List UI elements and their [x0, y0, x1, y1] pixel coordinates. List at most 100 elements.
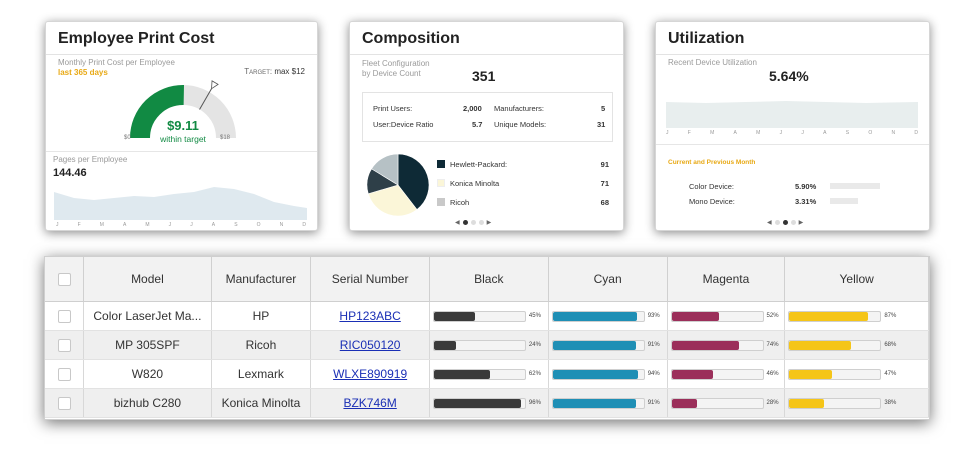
page-dot[interactable]	[462, 220, 468, 225]
pages-label: Pages per Employee	[53, 155, 128, 164]
serial-cell: WLXE890919	[310, 359, 430, 389]
manufacturer-cell: Konica Minolta	[211, 388, 312, 418]
manufacturers-label: Manufacturers:	[494, 104, 545, 113]
legend-value: 91	[600, 160, 609, 169]
cyan-level-cell: 94%	[548, 359, 668, 389]
subtitle-line: by Device Count	[362, 69, 421, 78]
serial-link[interactable]: BZK746M	[343, 395, 397, 410]
serial-link[interactable]: WLXE890919	[333, 366, 408, 381]
cyan-level-cell: 91%	[548, 330, 668, 360]
print-users-value: 2,000	[463, 104, 482, 113]
yellow-level-cell: 38%	[784, 388, 929, 418]
column-header-cyan[interactable]: Cyan	[548, 257, 668, 302]
month-tick: N	[891, 130, 896, 136]
prev-arrow-icon[interactable]: ◀	[455, 220, 460, 226]
page-dot[interactable]	[782, 220, 788, 225]
black-level-cell: 45%	[429, 301, 549, 331]
toner-track	[432, 368, 526, 380]
toner-track	[670, 397, 764, 409]
column-header-model[interactable]: Model	[83, 257, 212, 302]
magenta-level-cell: 52%	[667, 301, 786, 331]
cyan-toner-fill	[552, 311, 638, 321]
month-tick: A	[211, 222, 216, 228]
month-tick: J	[168, 222, 172, 228]
manufacturer-cell: Lexmark	[211, 359, 312, 389]
select-all-header	[45, 257, 85, 302]
gauge-fill	[130, 85, 185, 139]
yellow-level-cell: 68%	[784, 330, 929, 360]
select-all-checkbox[interactable]	[57, 272, 71, 286]
month-tick: A	[122, 222, 127, 228]
table-row[interactable]: Color LaserJet Ma... HP HP123ABC 45% 93%…	[45, 301, 929, 331]
gauge-status: within target	[160, 134, 206, 144]
row-checkbox[interactable]	[57, 338, 71, 352]
magenta-level-pct: 52%	[766, 313, 779, 320]
row-select-cell	[45, 388, 85, 418]
column-header-yellow[interactable]: Yellow	[784, 257, 929, 302]
column-header-magenta[interactable]: Magenta	[667, 257, 786, 302]
column-header-serial[interactable]: Serial Number	[310, 257, 430, 302]
cyan-level-cell: 91%	[548, 388, 668, 418]
serial-link[interactable]: HP123ABC	[339, 308, 401, 323]
ratio-label: User:Device Ratio	[373, 120, 434, 129]
legend-swatch	[437, 160, 445, 168]
serial-link[interactable]: RIC050120	[339, 337, 401, 352]
legend-swatch	[437, 198, 445, 206]
magenta-level-cell: 74%	[667, 330, 786, 360]
color-device-value: 5.90%	[795, 182, 817, 191]
row-checkbox[interactable]	[57, 367, 71, 381]
month-tick: N	[279, 222, 284, 228]
next-arrow-icon[interactable]: ▶	[486, 220, 492, 226]
page-dot[interactable]	[470, 220, 476, 225]
pie-slice	[371, 153, 399, 186]
magenta-toner-fill	[671, 369, 714, 379]
black-level-pct: 96%	[528, 400, 541, 407]
magenta-toner-fill	[671, 340, 739, 350]
row-select-cell	[45, 359, 85, 389]
legend-item: Hewlett-Packard: 91	[437, 158, 609, 177]
prev-arrow-icon[interactable]: ◀	[767, 220, 772, 226]
unique-models-label: Unique Models:	[494, 120, 547, 129]
column-header-black[interactable]: Black	[429, 257, 549, 302]
black-level-pct: 45%	[528, 313, 541, 320]
model-cell: Color LaserJet Ma...	[83, 301, 212, 331]
row-checkbox[interactable]	[57, 309, 71, 323]
mono-device-bar	[830, 198, 858, 204]
table-row[interactable]: bizhub C280 Konica Minolta BZK746M 96% 9…	[45, 388, 929, 418]
legend-item: Konica Minolta 71	[437, 177, 609, 196]
toner-track	[670, 339, 764, 351]
page-dot[interactable]	[478, 220, 484, 225]
row-select-cell	[45, 330, 85, 360]
gauge-max: $18	[220, 135, 231, 141]
yellow-toner-fill	[789, 340, 852, 350]
page-dot[interactable]	[774, 220, 780, 225]
legend-label: Ricoh	[450, 198, 470, 207]
serial-cell: BZK746M	[310, 388, 430, 418]
toner-track	[788, 397, 882, 409]
card-title: Utilization	[668, 30, 745, 47]
row-checkbox[interactable]	[57, 396, 71, 410]
page-dot[interactable]	[790, 220, 796, 225]
table-row[interactable]: W820 Lexmark WLXE890919 62% 94% 46% 47%	[45, 359, 929, 389]
device-count: 351	[472, 68, 496, 84]
magenta-level-pct: 74%	[766, 342, 779, 349]
toner-track	[551, 397, 645, 409]
table-row[interactable]: MP 305SPF Ricoh RIC050120 24% 91% 74% 68…	[45, 330, 929, 360]
utilization-pager: ◀ ▶	[767, 219, 803, 226]
divider	[656, 54, 929, 55]
month-tick: F	[77, 222, 81, 228]
month-tick: S	[234, 222, 238, 228]
yellow-level-pct: 87%	[884, 313, 897, 320]
unique-models-value: 31	[597, 120, 606, 129]
toner-track	[788, 310, 882, 322]
period-label: last 365 days	[58, 68, 108, 77]
month-tick: F	[687, 130, 691, 136]
cyan-toner-fill	[552, 398, 636, 408]
month-tick: M	[710, 130, 715, 136]
legend-label: Hewlett-Packard:	[450, 160, 508, 169]
next-arrow-icon[interactable]: ▶	[798, 220, 804, 226]
serial-cell: RIC050120	[310, 330, 430, 360]
manufacturer-cell: HP	[211, 301, 312, 331]
column-header-manufacturer[interactable]: Manufacturer	[211, 257, 312, 302]
